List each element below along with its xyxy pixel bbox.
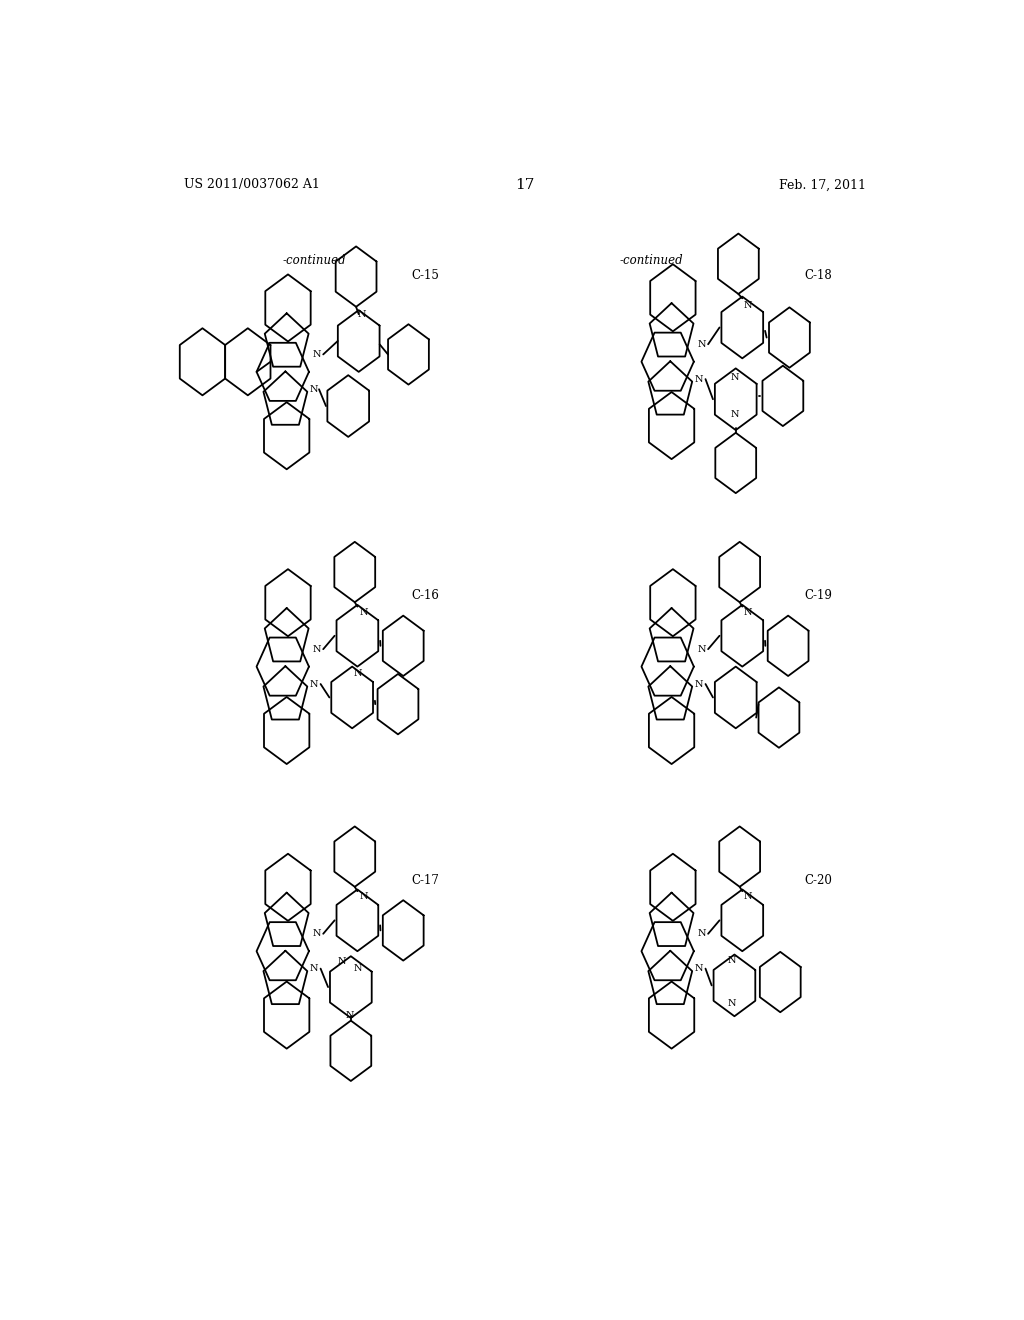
Text: N: N [743, 301, 752, 310]
Text: N: N [310, 680, 318, 689]
Text: C-17: C-17 [412, 874, 439, 887]
Text: N: N [697, 339, 706, 348]
Text: N: N [312, 350, 322, 359]
Text: 17: 17 [515, 178, 535, 191]
Text: N: N [312, 929, 322, 939]
Text: N: N [345, 1011, 353, 1020]
Text: N: N [359, 607, 369, 616]
Text: N: N [743, 892, 752, 902]
Text: N: N [743, 607, 752, 616]
Text: N: N [728, 999, 736, 1008]
Text: N: N [353, 669, 361, 678]
Text: -continued: -continued [283, 253, 346, 267]
Text: N: N [730, 374, 738, 381]
Text: C-18: C-18 [805, 269, 833, 281]
Text: N: N [697, 929, 706, 939]
Text: N: N [728, 956, 736, 965]
Text: N: N [338, 957, 346, 966]
Text: C-15: C-15 [412, 269, 439, 281]
Text: N: N [697, 644, 706, 653]
Text: N: N [310, 964, 318, 973]
Text: N: N [695, 375, 703, 384]
Text: N: N [358, 310, 367, 319]
Text: C-19: C-19 [805, 589, 833, 602]
Text: -continued: -continued [620, 253, 684, 267]
Text: N: N [359, 892, 369, 902]
Text: N: N [312, 644, 322, 653]
Text: US 2011/0037062 A1: US 2011/0037062 A1 [183, 178, 319, 191]
Text: C-16: C-16 [412, 589, 439, 602]
Text: N: N [695, 680, 703, 689]
Text: Feb. 17, 2011: Feb. 17, 2011 [779, 178, 866, 191]
Text: C-20: C-20 [805, 874, 833, 887]
Text: N: N [730, 411, 738, 420]
Text: N: N [695, 964, 703, 973]
Text: N: N [353, 964, 361, 973]
Text: N: N [310, 384, 318, 393]
